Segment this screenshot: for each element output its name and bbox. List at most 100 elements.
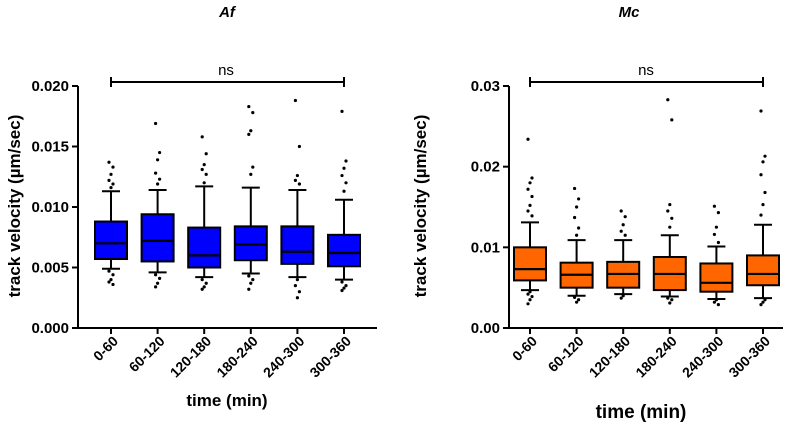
outlier-point bbox=[526, 187, 530, 191]
outlier-point bbox=[111, 182, 115, 186]
box bbox=[140, 213, 175, 263]
outlier-point bbox=[668, 202, 672, 207]
outlier-point bbox=[154, 121, 158, 126]
outlier-point bbox=[526, 137, 530, 141]
outlier-point bbox=[759, 303, 763, 307]
y-tick-label: 0.03 bbox=[471, 78, 500, 95]
outlier-point bbox=[577, 197, 581, 201]
outlier-point bbox=[293, 98, 297, 103]
y-tick-label: 0.00 bbox=[471, 320, 500, 337]
panel-af: Af track velocity (µm/sec) 0.0000.0050.0… bbox=[5, 4, 377, 380]
x-tick-label: 240-300 bbox=[260, 333, 308, 381]
outlier-point bbox=[759, 173, 763, 177]
x-tick-label: 180-240 bbox=[213, 333, 261, 381]
outlier-point bbox=[716, 240, 721, 245]
panel-mc: Mc track velocity (µm/sec) 0.000.010.020… bbox=[411, 4, 783, 380]
outlier-point bbox=[573, 186, 577, 191]
significance-bracket-mc: ns bbox=[529, 62, 764, 87]
significance-label: ns bbox=[218, 62, 234, 79]
outlier-point bbox=[342, 286, 346, 290]
outlier-point bbox=[526, 292, 530, 296]
outlier-point bbox=[109, 172, 113, 176]
x-tick-label: 0-60 bbox=[509, 333, 540, 364]
outlier-point bbox=[530, 176, 534, 180]
boxes-af bbox=[94, 98, 361, 300]
outlier-point bbox=[340, 173, 344, 178]
outlier-point bbox=[575, 205, 579, 209]
outlier-point bbox=[340, 109, 344, 114]
outlier-point bbox=[528, 290, 532, 294]
significance-bracket-af: ns bbox=[110, 62, 345, 87]
x-tick-label: 240-300 bbox=[679, 333, 727, 381]
outlier-point bbox=[623, 233, 627, 237]
outlier-point bbox=[573, 215, 577, 220]
outlier-point bbox=[107, 269, 111, 273]
outlier-point bbox=[670, 216, 674, 220]
outlier-point bbox=[670, 298, 674, 302]
outlier-point bbox=[297, 290, 301, 294]
boxes-mc bbox=[513, 98, 780, 307]
outlier-point bbox=[204, 281, 208, 285]
outlier-point bbox=[666, 209, 670, 213]
outlier-point bbox=[530, 294, 534, 299]
box bbox=[513, 246, 547, 282]
outlier-point bbox=[712, 300, 717, 304]
y-tick-label: 0.01 bbox=[471, 239, 500, 256]
box bbox=[699, 262, 734, 293]
outlier-point bbox=[297, 182, 301, 186]
outlier-point bbox=[249, 281, 253, 285]
outlier-point bbox=[204, 152, 208, 156]
x-axis-label-af: time (min) bbox=[186, 391, 267, 410]
outlier-point bbox=[575, 300, 579, 304]
axes-af bbox=[77, 86, 377, 334]
outlier-point bbox=[761, 300, 765, 304]
outlier-point bbox=[621, 223, 625, 227]
outlier-point bbox=[247, 274, 251, 278]
outlier-point bbox=[714, 225, 719, 229]
outlier-point bbox=[528, 298, 532, 302]
y-tick-label: 0.020 bbox=[31, 78, 69, 95]
outlier-point bbox=[340, 280, 344, 284]
outlier-point bbox=[526, 209, 530, 213]
outlier-point bbox=[251, 111, 255, 115]
outlier-point bbox=[202, 285, 206, 289]
outlier-point bbox=[714, 298, 719, 302]
outlier-point bbox=[528, 203, 532, 207]
outlier-point bbox=[577, 298, 581, 302]
outlier-point bbox=[200, 278, 204, 282]
box bbox=[327, 233, 361, 268]
outlier-point bbox=[156, 158, 160, 162]
outlier-point bbox=[763, 154, 767, 158]
outlier-point bbox=[247, 287, 251, 291]
outlier-point bbox=[249, 129, 253, 133]
outlier-point bbox=[344, 159, 348, 163]
outlier-point bbox=[526, 302, 530, 306]
outlier-point bbox=[247, 104, 251, 109]
significance-label: ns bbox=[638, 62, 654, 79]
y-tick-label: 0.000 bbox=[31, 320, 69, 337]
outlier-point bbox=[759, 109, 763, 113]
outlier-point bbox=[249, 172, 253, 176]
outlier-point bbox=[530, 214, 534, 218]
outlier-point bbox=[763, 190, 767, 195]
outlier-point bbox=[342, 166, 346, 170]
outlier-point bbox=[204, 172, 208, 176]
box bbox=[94, 220, 128, 261]
outlier-point bbox=[107, 178, 111, 182]
outlier-point bbox=[200, 135, 204, 139]
outlier-point bbox=[154, 273, 158, 277]
outlier-point bbox=[668, 301, 672, 305]
outlier-point bbox=[297, 144, 301, 149]
outlier-point bbox=[251, 165, 255, 169]
y-axis-label-mc: track velocity (µm/sec) bbox=[411, 115, 430, 298]
axes-mc bbox=[508, 86, 783, 334]
x-axis-label-mc: time (min) bbox=[596, 402, 687, 423]
y-ticks-mc: 0.00 0.01 0.02 0.03 bbox=[471, 78, 509, 337]
y-tick-label: 0.010 bbox=[31, 199, 69, 216]
x-tick-label: 60-120 bbox=[126, 333, 168, 375]
outlier-point bbox=[716, 211, 721, 215]
outlier-point bbox=[158, 177, 162, 181]
outlier-point bbox=[712, 232, 717, 237]
